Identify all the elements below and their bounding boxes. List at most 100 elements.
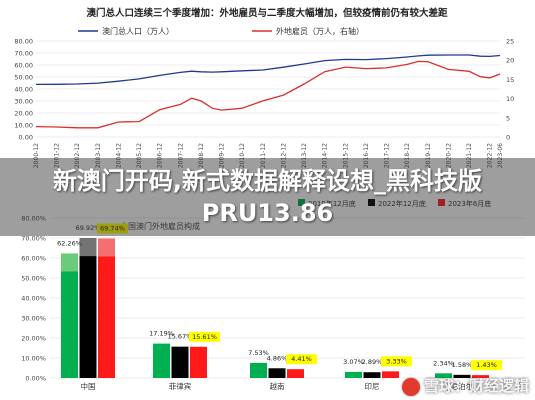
left-tick-label: 50.00 [14,74,33,82]
x-tick-label: 2010-12 [239,143,246,168]
bar [153,343,170,378]
value-label: 1.58% [452,361,473,369]
value-label: 15.61% [192,333,217,341]
bar [250,362,267,378]
bar [268,368,286,378]
x-tick-label: 2018-12 [404,143,411,168]
x-tick-label: 2016-12 [363,143,370,168]
bar-chart-categories: 中国 菲律宾 越南 印尼 尼泊尔 [81,381,474,391]
line-chart-title: 澳门总人口连续三个季度增加：外地雇员与二季度大幅增加，但较疫情前仍有较大差距 [86,7,448,19]
y-tick-label: 10.00% [21,355,46,363]
right-tick-label: 15 [506,76,514,84]
headline-text: 新澳门开码,新式数据解释设想_黑科技版PRU13.86 [52,167,483,227]
left-tick-label: 60.00 [14,62,33,70]
series-line-workers [35,60,501,129]
category-label: 中国 [81,381,96,391]
value-label: 2.89% [362,358,383,366]
legend-swatch-2019 [298,199,305,206]
x-tick-label: 2008-12 [198,143,205,168]
x-tick-label: 2023-06 [497,143,504,168]
value-label-highlight [189,331,220,342]
value-label: 17.19% [149,330,174,338]
right-tick-label: 25 [506,38,514,46]
left-tick-label: 40.00 [14,86,33,94]
x-tick-label: 2011-12 [260,143,267,168]
bar-highlight [79,238,97,257]
category-label: 菲律宾 [169,381,192,391]
bar [382,371,399,378]
x-tick-label: 2009-12 [219,143,226,168]
value-label: 69.92% [76,224,101,232]
x-tick-label: 2000-12 [33,143,40,168]
y-tick-label: 70.00% [21,235,46,243]
bar [171,346,189,378]
bar-chart-title: 中国澳门外地雇员构成 [120,221,200,231]
bar [98,238,115,378]
value-label-highlight [381,356,412,367]
bar [287,369,304,378]
y-tick-label: 50.00% [21,275,46,283]
y-tick-label: 80.00% [21,215,46,223]
bar [61,253,78,378]
bar-legend: 2019年12月底 2022年12月底 2023年6月底 [298,199,491,208]
bar-y-axis: 0.00% 10.00% 20.00% 30.00% 40.00% 50.00% 60.00… [21,215,46,383]
y-tick-label: 60.00% [21,255,46,263]
line-right-axis: 0 5 10 15 20 25 [506,38,514,142]
bar [190,346,207,378]
value-label-highlight [97,223,128,234]
value-label: 2.34% [433,359,454,367]
x-tick-label: 2003-12 [95,143,102,168]
value-label: 62.26% [57,239,82,247]
x-tick-label: 2005-12 [136,143,143,168]
series-line-population [35,54,501,86]
bar [453,374,471,378]
bar-chart-gridlines [50,217,525,379]
y-tick-label: 20.00% [21,335,46,343]
category-label: 越南 [270,381,285,391]
value-label: 4.86% [267,354,288,362]
value-label: 3.07% [343,358,364,366]
watermark-text: 雪球：财经逻辑 [423,377,529,395]
snowball-logo-icon [401,377,420,396]
x-tick-label: 2004-12 [115,143,122,168]
left-tick-label: 0.00 [19,134,33,142]
left-tick-label: 20.00 [14,110,33,118]
bar [363,372,381,378]
bar-highlight [98,238,115,257]
x-tick-label: 2012-12 [280,143,287,168]
bar [472,375,489,378]
bar-chart-bars [61,238,489,378]
line-legend: 澳门总人口（万人） 外地雇员（万人，右轴） [78,26,364,36]
y-tick-label: 0.00% [25,375,46,383]
legend-label-workers: 外地雇员（万人，右轴） [276,26,364,36]
y-tick-label: 40.00% [21,295,46,303]
x-tick-label: 2013-12 [301,143,308,168]
right-tick-label: 20 [506,57,514,65]
value-label-highlight [471,360,502,371]
left-tick-label: 80.00 [14,38,33,46]
headline-banner [0,158,535,236]
legend-label-2019: 2019年12月底 [308,199,356,208]
x-tick-label: 2020-12 [445,143,452,168]
x-tick-label: 2001-12 [54,143,61,168]
x-tick-label: 2006-12 [157,143,164,168]
x-tick-label: 2017-12 [384,143,391,168]
line-x-axis: 2000-12 2001-12 2002-12 2003-12 2004-12 2005-… [33,143,504,168]
value-label: 15.67% [168,333,193,341]
category-label: 尼泊尔 [451,381,474,391]
legend-label-population: 澳门总人口（万人） [102,26,174,36]
left-tick-label: 10.00 [14,122,33,130]
right-tick-label: 10 [506,95,514,103]
value-label: 3.33% [386,357,407,365]
left-tick-label: 70.00 [14,50,33,58]
value-label: 69.74% [100,225,125,233]
bar-chart-value-labels: 62.26% 69.92% 69.74% 17.19%15.67% 15.61% 7.53… [57,223,502,371]
bar [435,373,452,378]
x-tick-label: 2002-12 [74,143,81,168]
legend-label-2023: 2023年6月底 [448,199,491,208]
x-tick-label: 2007-12 [177,143,184,168]
value-label: 4.41% [291,355,312,363]
legend-swatch-2022 [368,199,375,206]
